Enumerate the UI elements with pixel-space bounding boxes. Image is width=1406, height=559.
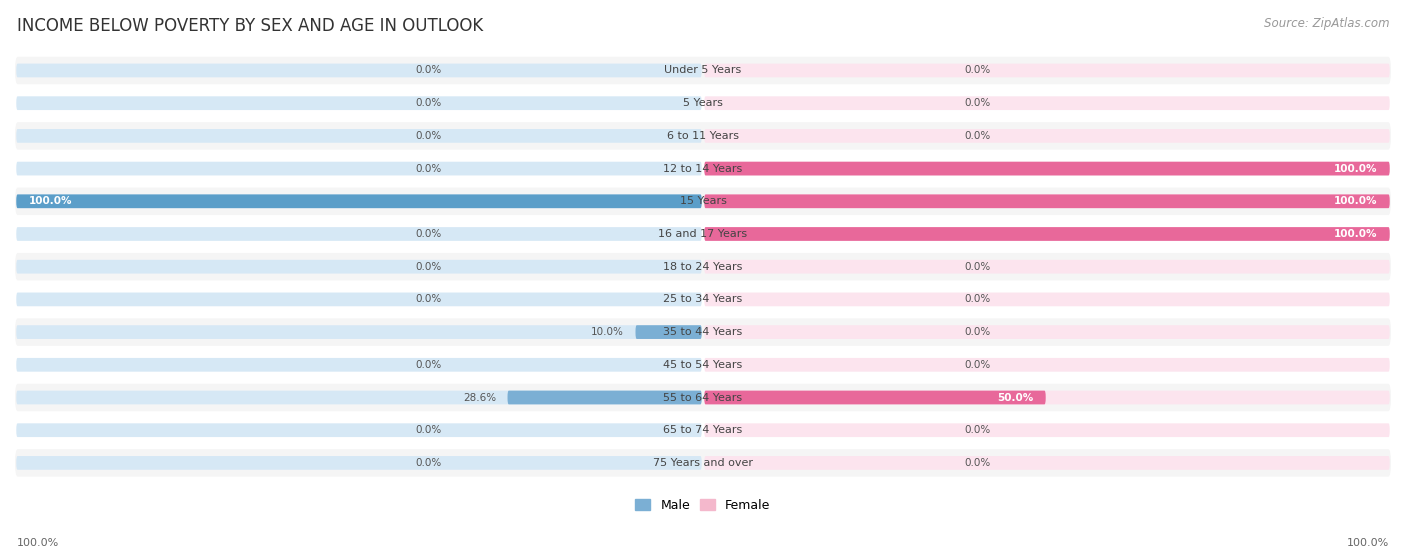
- FancyBboxPatch shape: [15, 449, 1391, 477]
- FancyBboxPatch shape: [15, 319, 1391, 346]
- Text: 15 Years: 15 Years: [679, 196, 727, 206]
- FancyBboxPatch shape: [704, 227, 1389, 241]
- FancyBboxPatch shape: [704, 358, 1389, 372]
- FancyBboxPatch shape: [704, 129, 1389, 143]
- FancyBboxPatch shape: [15, 220, 1391, 248]
- FancyBboxPatch shape: [704, 391, 1389, 404]
- Text: 0.0%: 0.0%: [965, 98, 991, 108]
- Text: 45 to 54 Years: 45 to 54 Years: [664, 360, 742, 370]
- FancyBboxPatch shape: [636, 325, 702, 339]
- FancyBboxPatch shape: [17, 358, 702, 372]
- Text: 0.0%: 0.0%: [965, 65, 991, 75]
- Text: 50.0%: 50.0%: [997, 392, 1033, 402]
- Text: 28.6%: 28.6%: [463, 392, 496, 402]
- FancyBboxPatch shape: [17, 96, 702, 110]
- FancyBboxPatch shape: [15, 253, 1391, 281]
- Text: 100.0%: 100.0%: [28, 196, 72, 206]
- Text: 0.0%: 0.0%: [965, 458, 991, 468]
- FancyBboxPatch shape: [704, 227, 1389, 241]
- FancyBboxPatch shape: [704, 325, 1389, 339]
- Text: 18 to 24 Years: 18 to 24 Years: [664, 262, 742, 272]
- FancyBboxPatch shape: [704, 195, 1389, 208]
- Text: 12 to 14 Years: 12 to 14 Years: [664, 164, 742, 174]
- FancyBboxPatch shape: [15, 384, 1391, 411]
- Text: 100.0%: 100.0%: [1334, 164, 1378, 174]
- FancyBboxPatch shape: [17, 456, 702, 470]
- Text: INCOME BELOW POVERTY BY SEX AND AGE IN OUTLOOK: INCOME BELOW POVERTY BY SEX AND AGE IN O…: [17, 17, 484, 35]
- FancyBboxPatch shape: [15, 57, 1391, 84]
- FancyBboxPatch shape: [704, 96, 1389, 110]
- FancyBboxPatch shape: [15, 89, 1391, 117]
- Text: 65 to 74 Years: 65 to 74 Years: [664, 425, 742, 435]
- Text: 0.0%: 0.0%: [415, 229, 441, 239]
- Text: 5 Years: 5 Years: [683, 98, 723, 108]
- FancyBboxPatch shape: [17, 325, 702, 339]
- Text: 75 Years and over: 75 Years and over: [652, 458, 754, 468]
- Text: 100.0%: 100.0%: [1334, 229, 1378, 239]
- FancyBboxPatch shape: [704, 162, 1389, 176]
- FancyBboxPatch shape: [17, 195, 702, 208]
- Text: 0.0%: 0.0%: [965, 327, 991, 337]
- Text: 100.0%: 100.0%: [1334, 196, 1378, 206]
- Text: 0.0%: 0.0%: [415, 458, 441, 468]
- Text: Under 5 Years: Under 5 Years: [665, 65, 741, 75]
- FancyBboxPatch shape: [15, 188, 1391, 215]
- Text: 55 to 64 Years: 55 to 64 Years: [664, 392, 742, 402]
- Text: Source: ZipAtlas.com: Source: ZipAtlas.com: [1264, 17, 1389, 30]
- FancyBboxPatch shape: [15, 155, 1391, 182]
- FancyBboxPatch shape: [704, 162, 1389, 176]
- FancyBboxPatch shape: [17, 391, 702, 404]
- FancyBboxPatch shape: [17, 227, 702, 241]
- FancyBboxPatch shape: [17, 64, 702, 77]
- Text: 0.0%: 0.0%: [415, 262, 441, 272]
- FancyBboxPatch shape: [17, 129, 702, 143]
- Text: 100.0%: 100.0%: [1347, 538, 1389, 548]
- Text: 25 to 34 Years: 25 to 34 Years: [664, 295, 742, 305]
- Text: 0.0%: 0.0%: [415, 425, 441, 435]
- FancyBboxPatch shape: [704, 456, 1389, 470]
- Text: 0.0%: 0.0%: [415, 295, 441, 305]
- Legend: Male, Female: Male, Female: [631, 495, 775, 515]
- FancyBboxPatch shape: [704, 391, 1046, 404]
- FancyBboxPatch shape: [15, 351, 1391, 378]
- Text: 0.0%: 0.0%: [965, 262, 991, 272]
- FancyBboxPatch shape: [17, 260, 702, 273]
- Text: 0.0%: 0.0%: [415, 98, 441, 108]
- Text: 0.0%: 0.0%: [415, 164, 441, 174]
- FancyBboxPatch shape: [704, 64, 1389, 77]
- Text: 0.0%: 0.0%: [415, 360, 441, 370]
- FancyBboxPatch shape: [15, 122, 1391, 150]
- FancyBboxPatch shape: [15, 286, 1391, 313]
- FancyBboxPatch shape: [17, 292, 702, 306]
- Text: 0.0%: 0.0%: [965, 360, 991, 370]
- Text: 16 and 17 Years: 16 and 17 Years: [658, 229, 748, 239]
- Text: 6 to 11 Years: 6 to 11 Years: [666, 131, 740, 141]
- FancyBboxPatch shape: [704, 292, 1389, 306]
- FancyBboxPatch shape: [17, 162, 702, 176]
- FancyBboxPatch shape: [704, 260, 1389, 273]
- Text: 35 to 44 Years: 35 to 44 Years: [664, 327, 742, 337]
- Text: 0.0%: 0.0%: [415, 65, 441, 75]
- Text: 100.0%: 100.0%: [17, 538, 59, 548]
- Text: 0.0%: 0.0%: [415, 131, 441, 141]
- Text: 0.0%: 0.0%: [965, 425, 991, 435]
- Text: 0.0%: 0.0%: [965, 295, 991, 305]
- FancyBboxPatch shape: [704, 195, 1389, 208]
- FancyBboxPatch shape: [15, 416, 1391, 444]
- Text: 10.0%: 10.0%: [591, 327, 624, 337]
- FancyBboxPatch shape: [704, 423, 1389, 437]
- FancyBboxPatch shape: [508, 391, 702, 404]
- Text: 0.0%: 0.0%: [965, 131, 991, 141]
- FancyBboxPatch shape: [17, 423, 702, 437]
- FancyBboxPatch shape: [17, 195, 702, 208]
